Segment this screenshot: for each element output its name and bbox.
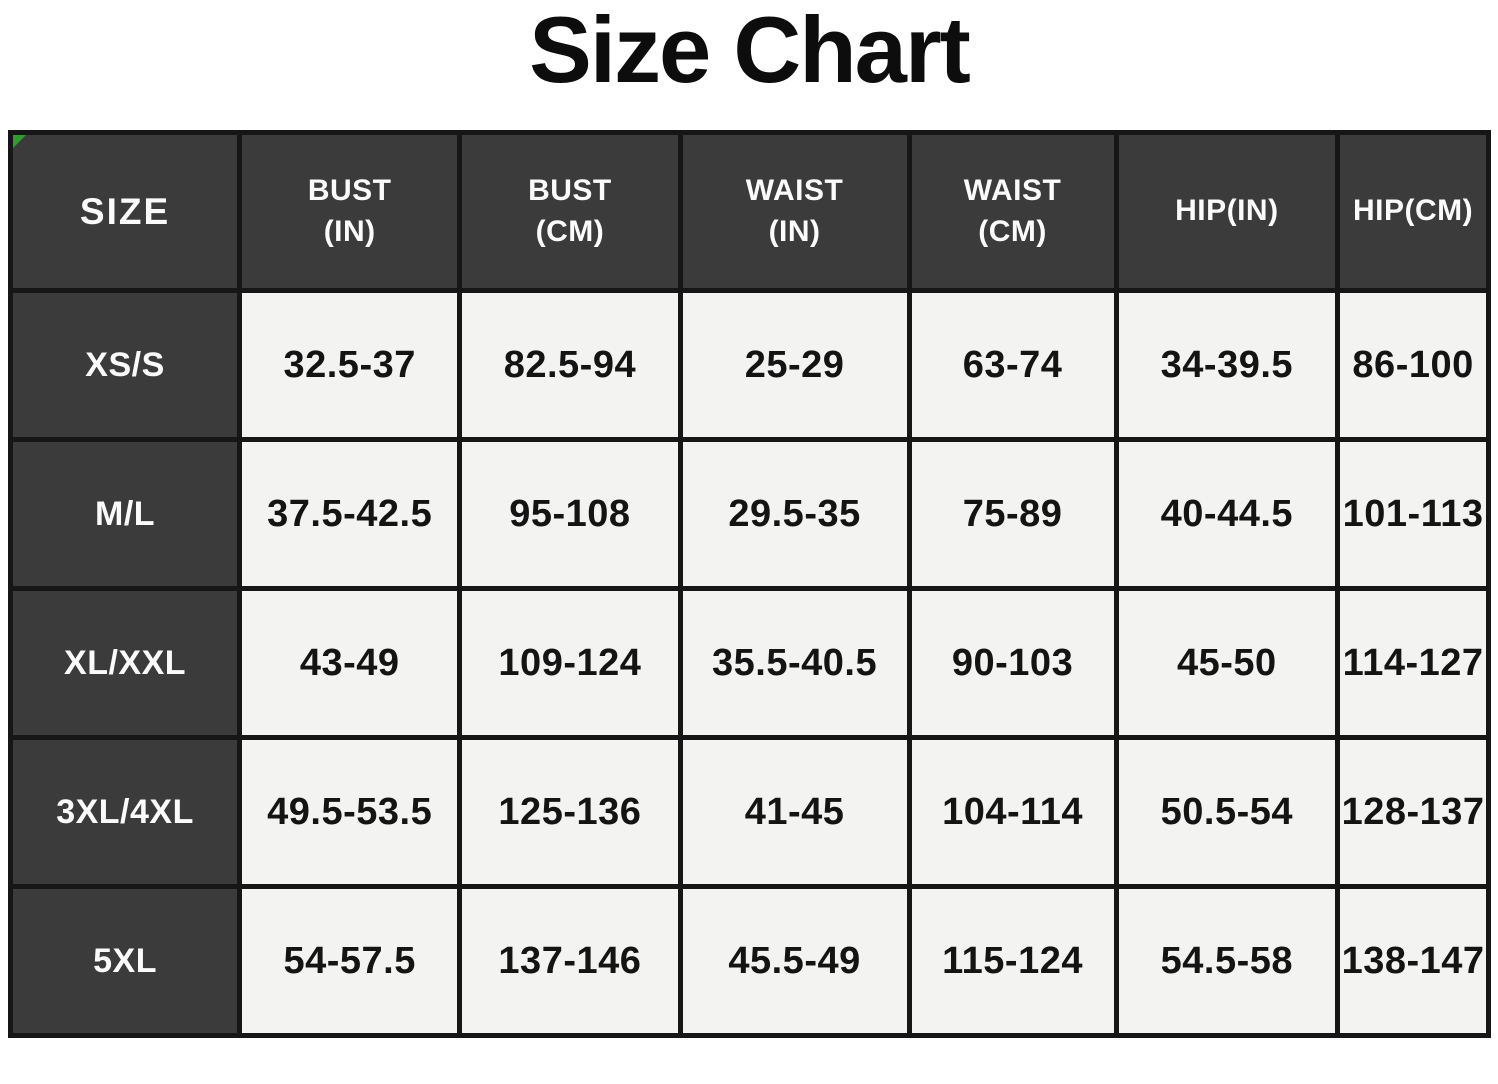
value-cell: 45-50 [1113, 586, 1341, 740]
green-corner-marker [15, 137, 26, 148]
size-chart-table: SIZE BUST (IN) BUST (CM) WAIST (IN) WAIST (C… [7, 130, 1491, 1038]
column-header-hip-in: HIP(IN) [1113, 130, 1341, 293]
value-cell: 90-103 [906, 586, 1119, 740]
value-cell: 40-44.5 [1113, 437, 1341, 591]
column-header-label: WAIST [745, 174, 844, 207]
size-label: XL/XXL [7, 586, 243, 740]
value-cell: 114-127 [1335, 586, 1491, 740]
column-header-label: HIP(CM) [1353, 194, 1474, 228]
table-row-xl-xxl: XL/XXL 43-49 109-124 35.5-40.5 90-103 45… [7, 586, 1491, 740]
value-cell: 29.5-35 [677, 437, 912, 591]
table-row-3xl-4xl: 3XL/4XL 49.5-53.5 125-136 41-45 104-114 … [7, 735, 1491, 889]
value-cell: 125-136 [457, 735, 683, 889]
value-cell: 45.5-49 [677, 884, 912, 1038]
value-cell: 37.5-42.5 [237, 437, 463, 591]
value-cell: 104-114 [906, 735, 1119, 889]
value-cell: 41-45 [677, 735, 912, 889]
size-chart: SIZE BUST (IN) BUST (CM) WAIST (IN) WAIST (C… [7, 130, 1491, 1038]
value-cell: 82.5-94 [457, 288, 683, 442]
value-cell: 95-108 [457, 437, 683, 591]
column-header-size: SIZE [7, 130, 243, 293]
value-cell: 34-39.5 [1113, 288, 1341, 442]
value-cell: 115-124 [906, 884, 1119, 1038]
value-cell: 50.5-54 [1113, 735, 1341, 889]
column-header-bust-cm: BUST (CM) [457, 130, 683, 293]
value-cell: 128-137 [1335, 735, 1491, 889]
value-cell: 54-57.5 [237, 884, 463, 1038]
size-label: XS/S [7, 288, 243, 442]
value-cell: 43-49 [237, 586, 463, 740]
size-label: 3XL/4XL [7, 735, 243, 889]
column-header-label: WAIST [963, 174, 1062, 207]
value-cell: 54.5-58 [1113, 884, 1341, 1038]
column-header-waist-in: WAIST (IN) [677, 130, 912, 293]
value-cell: 86-100 [1335, 288, 1491, 442]
value-cell: 137-146 [457, 884, 683, 1038]
header-row: SIZE BUST (IN) BUST (CM) WAIST (IN) WAIST (C… [7, 130, 1491, 293]
value-cell: 75-89 [906, 437, 1119, 591]
value-cell: 138-147 [1335, 884, 1491, 1038]
column-header-label: BUST [307, 174, 392, 207]
column-header-bust-in: BUST (IN) [237, 130, 463, 293]
value-cell: 49.5-53.5 [237, 735, 463, 889]
value-cell: 35.5-40.5 [677, 586, 912, 740]
table-row-xs-s: XS/S 32.5-37 82.5-94 25-29 63-74 34-39.5… [7, 288, 1491, 442]
size-label: 5XL [7, 884, 243, 1038]
value-cell: 63-74 [906, 288, 1119, 442]
column-header-hip-cm: HIP(CM) [1335, 130, 1491, 293]
value-cell: 101-113 [1335, 437, 1491, 591]
column-header-label: HIP(IN) [1175, 194, 1279, 228]
column-header-label: BUST [528, 174, 612, 207]
size-label: M/L [7, 437, 243, 591]
value-cell: 25-29 [677, 288, 912, 442]
column-header-label: SIZE [79, 190, 171, 232]
table-row-5xl: 5XL 54-57.5 137-146 45.5-49 115-124 54.5… [7, 884, 1491, 1038]
value-cell: 32.5-37 [237, 288, 463, 442]
page-title: Size Chart [529, 0, 971, 102]
table-row-m-l: M/L 37.5-42.5 95-108 29.5-35 75-89 40-44… [7, 437, 1491, 591]
column-header-waist-cm: WAIST (CM) [906, 130, 1119, 293]
value-cell: 109-124 [457, 586, 683, 740]
